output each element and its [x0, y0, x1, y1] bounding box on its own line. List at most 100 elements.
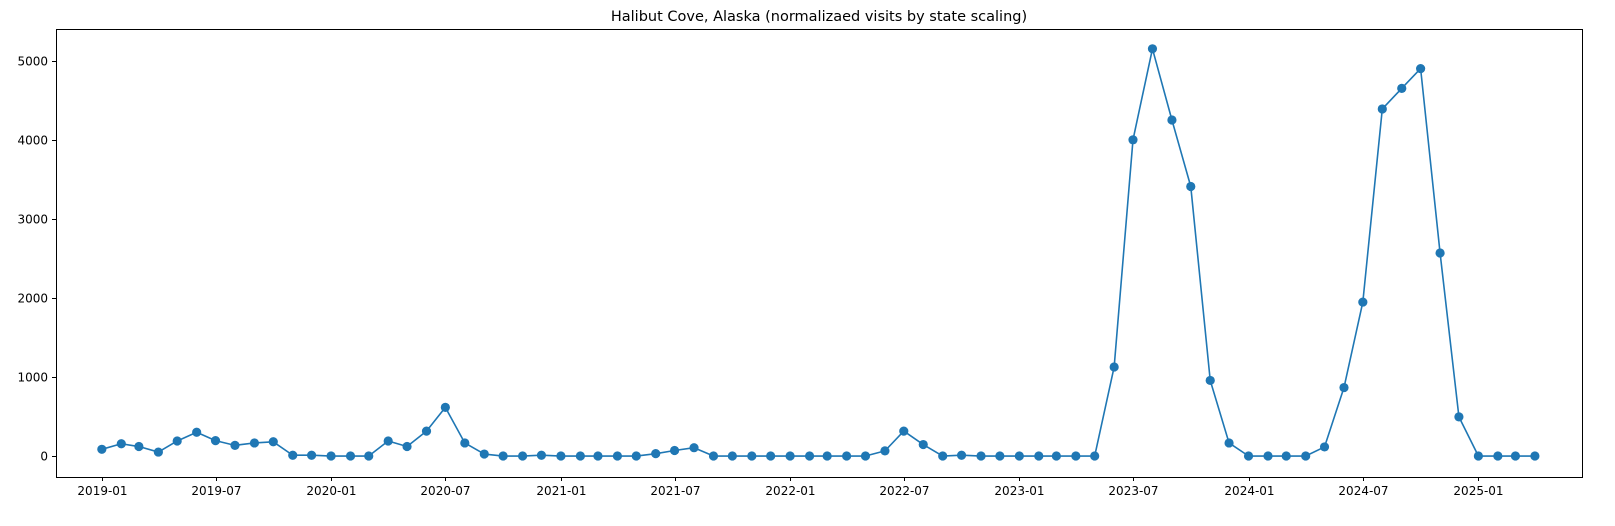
data-point: [785, 451, 795, 461]
y-tick-label: 5000: [17, 55, 48, 69]
data-point: [1224, 438, 1234, 448]
data-point: [460, 438, 470, 448]
data-point: [822, 451, 832, 461]
data-point: [1109, 362, 1119, 372]
x-axis: 2019-01 2019-07 2020-01 2020-07 2021-01 2021-…: [77, 477, 1504, 498]
x-tick-label: 2021-07: [650, 484, 700, 498]
data-point: [1454, 412, 1464, 422]
data-point: [938, 451, 948, 461]
y-tick-label: 1000: [17, 371, 48, 385]
data-point: [288, 450, 298, 460]
data-point: [153, 447, 163, 457]
axes-frame: [56, 29, 1583, 478]
data-point: [1281, 451, 1291, 461]
data-point: [1034, 451, 1044, 461]
data-point: [440, 402, 450, 412]
x-tick-label: 2019-01: [77, 484, 127, 498]
data-point: [192, 427, 202, 437]
data-point: [575, 451, 585, 461]
data-point: [1397, 83, 1407, 93]
data-point: [479, 449, 489, 459]
data-point: [842, 451, 852, 461]
data-point: [766, 451, 776, 461]
x-tick-label: 2024-07: [1338, 484, 1388, 498]
data-point: [1243, 451, 1254, 461]
x-tick-label: 2023-01: [994, 484, 1044, 498]
data-point: [651, 449, 661, 459]
plot-area: [97, 44, 1540, 461]
data-point: [383, 436, 393, 446]
data-point: [669, 445, 680, 456]
x-tick-label: 2019-07: [191, 484, 241, 498]
data-point: [1530, 451, 1540, 461]
x-tick-label: 2020-07: [420, 484, 470, 498]
data-point: [1263, 451, 1273, 461]
data-point: [536, 450, 547, 460]
data-point: [402, 441, 412, 452]
data-point: [593, 451, 603, 461]
data-point: [1510, 451, 1521, 461]
x-tick-label: 2025-01: [1453, 484, 1503, 498]
data-point: [956, 450, 967, 460]
y-axis: 0 1000 2000 3000 4000 5000: [17, 55, 56, 464]
data-point: [860, 451, 871, 461]
data-point: [899, 426, 909, 436]
data-point: [880, 446, 890, 456]
data-point: [116, 439, 126, 449]
data-point: [1473, 451, 1483, 461]
y-tick-label: 2000: [17, 292, 48, 306]
series-line: [101, 47, 1535, 457]
data-point: [364, 451, 374, 461]
data-point: [268, 437, 278, 447]
data-point: [421, 426, 432, 436]
data-point: [727, 451, 737, 461]
data-point: [612, 451, 623, 461]
data-point: [976, 451, 986, 461]
y-tick-label: 3000: [17, 213, 48, 227]
data-point: [1339, 382, 1349, 393]
data-point: [1128, 135, 1138, 145]
x-tick-label: 2023-07: [1108, 484, 1158, 498]
data-point: [1358, 297, 1368, 307]
data-point: [1014, 451, 1024, 461]
data-point: [1319, 442, 1330, 452]
data-point: [230, 440, 240, 450]
data-point: [689, 443, 699, 453]
data-point: [995, 451, 1005, 461]
data-point: [1167, 115, 1177, 125]
data-point: [326, 451, 336, 461]
y-tick-label: 4000: [17, 134, 48, 148]
data-point: [1051, 451, 1061, 461]
x-tick-label: 2022-01: [765, 484, 815, 498]
x-tick-label: 2020-01: [306, 484, 356, 498]
data-point: [1090, 451, 1100, 461]
data-point: [708, 451, 719, 461]
data-point: [1377, 104, 1387, 114]
data-point: [1147, 44, 1158, 54]
data-point: [918, 439, 928, 450]
data-point: [172, 436, 182, 446]
chart-title: Halibut Cove, Alaska (normalizaed visits…: [611, 9, 1027, 25]
data-point: [97, 444, 107, 454]
data-point: [498, 451, 508, 461]
data-point: [134, 441, 144, 452]
y-tick-label: 0: [40, 450, 48, 464]
data-point: [1435, 248, 1445, 258]
data-point: [804, 451, 815, 461]
data-point: [1301, 451, 1311, 461]
data-point: [1186, 181, 1196, 192]
data-point: [306, 450, 317, 460]
data-point: [747, 451, 757, 461]
data-point: [1205, 375, 1215, 386]
data-point: [249, 438, 260, 448]
data-point: [345, 451, 356, 461]
data-point: [210, 435, 221, 446]
data-point: [1416, 63, 1426, 74]
data-point: [517, 451, 528, 461]
data-point: [631, 451, 641, 461]
data-point: [1493, 451, 1503, 461]
x-tick-label: 2024-01: [1224, 484, 1274, 498]
data-point: [556, 451, 566, 461]
